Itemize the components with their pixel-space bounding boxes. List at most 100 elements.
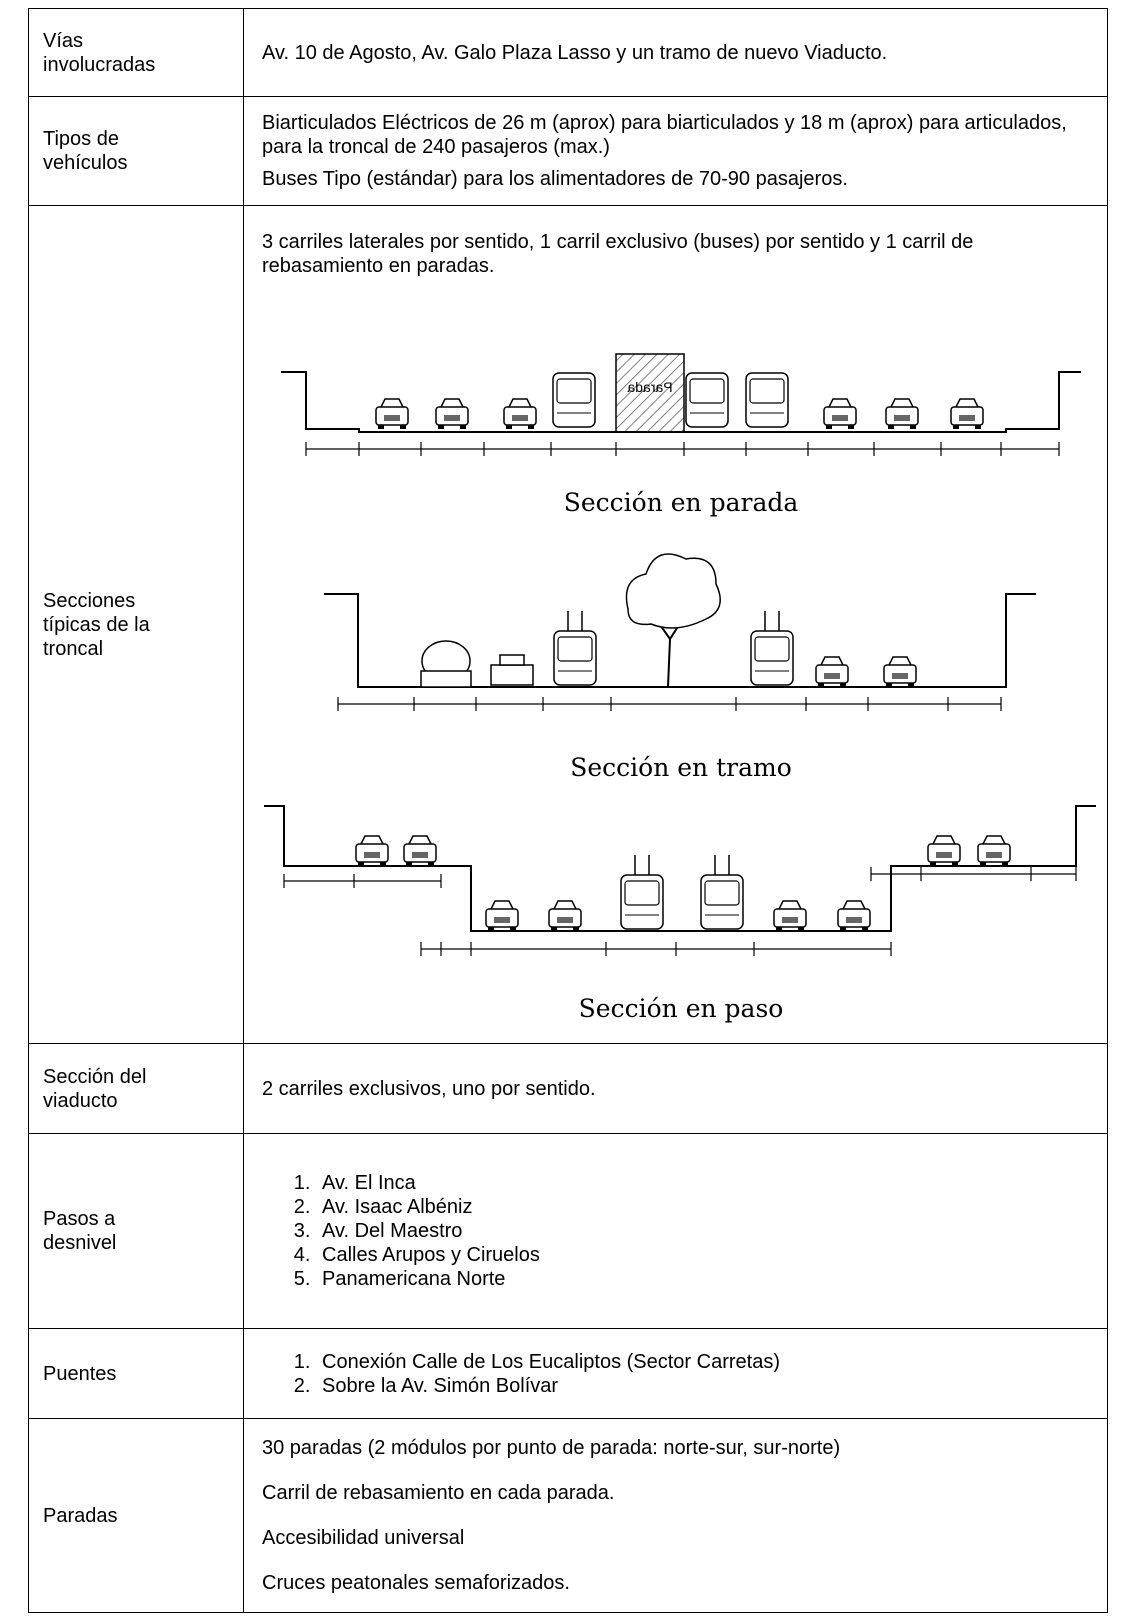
label-line: viaducto: [43, 1089, 118, 1112]
list-item: Calles Arupos y Ciruelos: [316, 1243, 1097, 1267]
row-label: Vías involucradas: [28, 8, 244, 97]
bus: [553, 630, 597, 686]
pickup: [490, 664, 534, 686]
wheel: [506, 425, 512, 429]
section-caption: Sección en paso: [579, 994, 784, 1023]
section-caption: Sección en parada: [564, 488, 799, 517]
car-roof: [842, 900, 866, 910]
car-grille: [832, 415, 848, 421]
row-label: Puentes: [28, 1328, 244, 1419]
paragraph: Carril de rebasamiento en cada parada.: [262, 1482, 615, 1504]
car-roof: [890, 398, 914, 408]
numbered-list: Conexión Calle de Los Eucaliptos (Sector…: [262, 1350, 1097, 1398]
wheel: [798, 927, 804, 931]
row-content: Av. 10 de Agosto, Av. Galo Plaza Lasso y…: [243, 8, 1108, 97]
tree-crown: [625, 553, 721, 629]
wheel: [888, 425, 894, 429]
wheel: [1002, 862, 1008, 866]
wheel: [980, 862, 986, 866]
wheel: [380, 862, 386, 866]
bus-window: [624, 880, 660, 906]
car-roof: [380, 398, 404, 408]
numbered-list: Av. El IncaAv. Isaac AlbénizAv. Del Maes…: [262, 1171, 1097, 1291]
label-line: desnivel: [43, 1232, 117, 1254]
section-caption: Sección en tramo: [570, 753, 792, 782]
label-line: vehículos: [43, 152, 128, 174]
wheel: [840, 683, 846, 687]
paragraph: Biarticulados Eléctricos de 26 m (aprox)…: [262, 112, 1067, 158]
car-grille: [986, 852, 1002, 858]
bus: [552, 372, 596, 428]
paragraph: Cruces peatonales semaforizados.: [262, 1572, 570, 1594]
road-profile: [324, 593, 1036, 688]
car-roof: [508, 398, 532, 408]
row-label: Paradas: [28, 1418, 244, 1613]
bus-window: [557, 636, 593, 662]
label-line: Paradas: [43, 1504, 118, 1527]
car-grille: [824, 673, 840, 679]
label-line: Puentes: [43, 1362, 117, 1385]
table-row: Sección del viaducto 2 carriles exclusivos…: [28, 1043, 1108, 1134]
car-grille: [364, 852, 380, 858]
car-grille: [494, 917, 510, 923]
car-grille: [557, 917, 573, 923]
paragraph: Accesibilidad universal: [262, 1527, 465, 1549]
paragraph: 3 carriles laterales por sentido, 1 carr…: [262, 231, 974, 277]
wheel: [378, 425, 384, 429]
list-item: Av. Del Maestro: [316, 1219, 1097, 1243]
table-row: Secciones típicas de la troncal 3 carriles …: [28, 205, 1108, 1044]
paragraph: Buses Tipo (estándar) para los alimentad…: [262, 168, 848, 190]
bus-window: [749, 378, 785, 404]
car-grille: [782, 917, 798, 923]
label-line: Pasos a: [43, 1208, 116, 1230]
bus-window: [754, 636, 790, 662]
row-content: 3 carriles laterales por sentido, 1 carr…: [243, 205, 1108, 1044]
wheel: [776, 927, 782, 931]
label-line: Sección del: [43, 1065, 147, 1088]
wheel: [406, 862, 412, 866]
car-roof: [778, 900, 802, 910]
row-content: Av. El IncaAv. Isaac AlbénizAv. Del Maes…: [243, 1133, 1108, 1329]
car-grille: [846, 917, 862, 923]
wheel: [358, 862, 364, 866]
label-line: involucradas: [43, 53, 156, 76]
car-roof: [490, 900, 514, 910]
stop-platform: [615, 353, 685, 433]
label-line: Tipos de: [43, 128, 119, 150]
cross-sections: Parada Sección en parada Sección en tramo S…: [264, 353, 1096, 1023]
wheel: [975, 425, 981, 429]
label-line: troncal: [43, 637, 104, 660]
wheel: [953, 425, 959, 429]
wheel: [510, 927, 516, 931]
list-item: Sobre la Av. Simón Bolívar: [316, 1374, 1097, 1398]
table-row: Vías involucradas Av. 10 de Agosto, Av. Ga…: [28, 8, 1108, 97]
paragraph: Av. 10 de Agosto, Av. Galo Plaza Lasso y…: [262, 41, 888, 64]
row-content: Biarticulados Eléctricos de 26 m (aprox)…: [243, 96, 1108, 206]
wheel: [428, 862, 434, 866]
bus-window: [704, 880, 740, 906]
wheel: [460, 425, 466, 429]
road-profile: [264, 805, 1096, 932]
row-content: 30 paradas (2 módulos por punto de parad…: [243, 1418, 1108, 1613]
info-table: Vías involucradas Av. 10 de Agosto, Av. Ga…: [28, 8, 1108, 1613]
car-roof: [828, 398, 852, 408]
tanker-base: [420, 670, 472, 688]
car-grille: [512, 415, 528, 421]
bus: [750, 630, 794, 686]
car-roof: [888, 656, 912, 666]
label-line: típicas de la: [43, 613, 150, 636]
stop-sign: Parada: [627, 379, 672, 395]
wheel: [886, 683, 892, 687]
car-roof: [408, 835, 432, 845]
bus: [745, 372, 789, 428]
wheel: [862, 927, 868, 931]
car-grille: [892, 673, 908, 679]
wheel: [551, 927, 557, 931]
car-grille: [412, 852, 428, 858]
car-grille: [959, 415, 975, 421]
car-roof: [440, 398, 464, 408]
label-line: Vías: [43, 29, 84, 52]
row-label: Secciones típicas de la troncal: [28, 205, 244, 1044]
